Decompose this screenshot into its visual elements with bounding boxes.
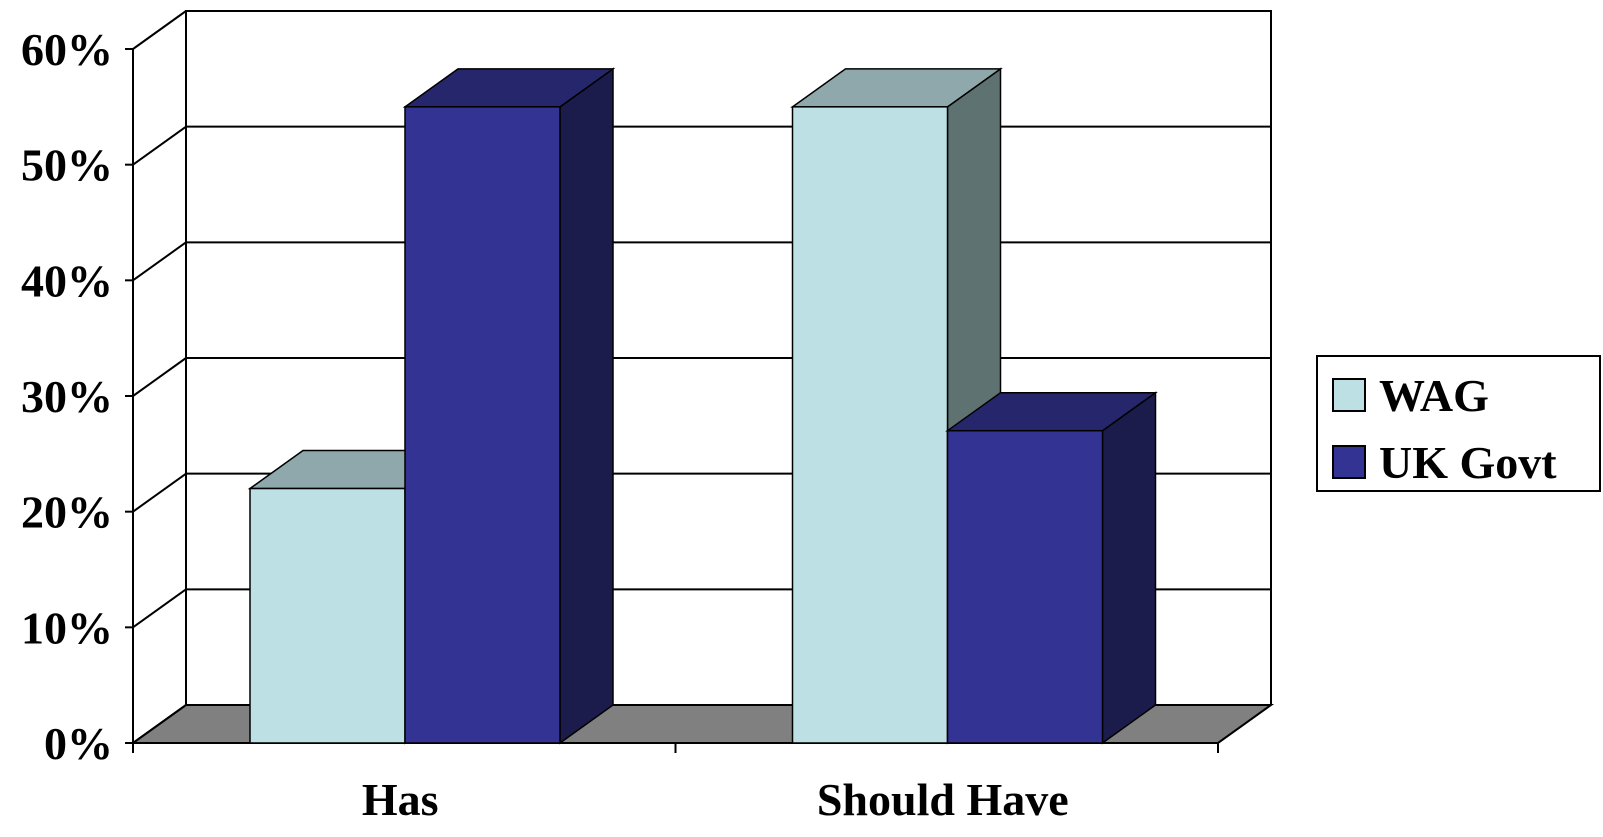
y-tick-label: 40% [21, 255, 113, 306]
side-gridline-60 [132, 10, 187, 50]
bar-side [559, 67, 614, 745]
legend-item-uk-govt: UK Govt [1332, 437, 1557, 488]
legend-label: UK Govt [1379, 437, 1557, 488]
legend-swatch [1332, 378, 1366, 412]
side-gridline-20 [132, 472, 187, 513]
y-tick-label: 50% [21, 140, 113, 191]
y-tick-label: 30% [21, 371, 113, 422]
bar-front [404, 106, 561, 744]
bar-uk-govt-has [402, 67, 616, 745]
y-tick-label: 10% [21, 602, 113, 653]
x-category-label: Should Have [817, 774, 1069, 825]
bar-front [249, 487, 406, 744]
side-gridline-10 [132, 588, 187, 629]
bars [247, 67, 1158, 745]
bar-uk-govt-should-have [945, 391, 1158, 745]
side-gridline-30 [132, 357, 187, 397]
side-gridline-50 [132, 125, 187, 166]
x-category-label: Has [362, 774, 439, 825]
y-tick-label: 60% [21, 24, 113, 75]
y-tick-label: 20% [21, 487, 113, 538]
y-tick-labels: 0% 10% 20% 30% 40% 50% 60% [21, 24, 113, 769]
legend-item-wag: WAG [1332, 370, 1489, 421]
legend-swatch [1332, 445, 1366, 479]
x-category-labels: Has Should Have [362, 774, 1069, 825]
legend-label: WAG [1379, 370, 1489, 421]
side-gridline-40 [132, 241, 187, 282]
bar-front [791, 106, 949, 744]
y-tick-label: 0% [44, 718, 113, 769]
bar-front [946, 429, 1104, 744]
legend: WAG UK Govt [1316, 355, 1601, 492]
bar-side [1101, 391, 1157, 745]
